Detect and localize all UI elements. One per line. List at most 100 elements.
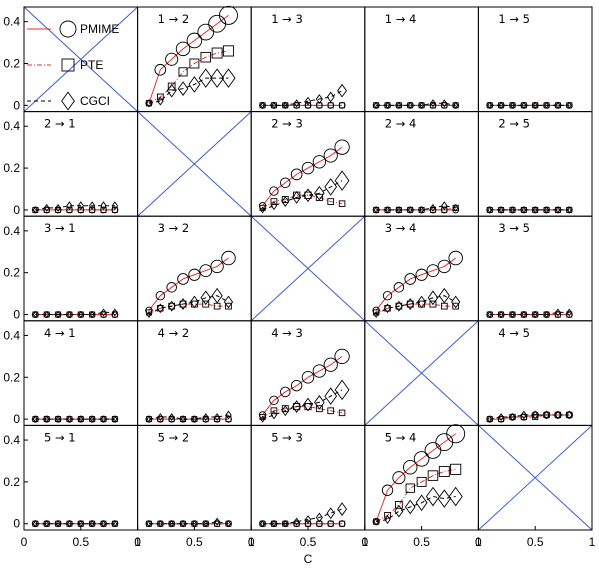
- point-pmime: [168, 415, 176, 423]
- point-cgci: [89, 520, 95, 528]
- point-cgci: [384, 515, 391, 524]
- point-pte: [327, 407, 335, 415]
- point-pmime: [323, 357, 338, 372]
- y-tick-label: 0: [13, 308, 20, 322]
- series-line-cgci: [262, 90, 343, 106]
- point-cgci: [509, 206, 515, 214]
- point-cgci: [112, 520, 118, 528]
- subplot-title: 3 → 4: [385, 221, 417, 235]
- point-pmime: [403, 460, 418, 475]
- subplot-frame: [23, 215, 139, 322]
- series-line-cgci: [376, 496, 456, 523]
- point-cgci: [101, 520, 107, 528]
- point-pmime: [290, 168, 303, 181]
- point-cgci: [425, 486, 441, 507]
- point-cgci: [32, 415, 38, 423]
- point-cgci: [419, 206, 425, 214]
- legend-label-pmime: PMIME: [80, 22, 119, 36]
- y-tick-label: 0.4: [3, 433, 20, 447]
- point-pmime: [175, 41, 191, 57]
- point-cgci: [337, 83, 348, 98]
- subplot-3-5: 3 → 5: [477, 215, 593, 322]
- point-cgci: [203, 520, 209, 528]
- point-pmime: [199, 264, 213, 277]
- point-pmime: [424, 442, 442, 459]
- point-pte: [450, 463, 462, 475]
- point-cgci: [555, 308, 561, 317]
- point-cgci: [373, 517, 380, 526]
- diagonal-cross-line: [250, 215, 366, 322]
- point-cgci: [487, 311, 493, 318]
- subplot-5-3: 5 → 3 0 0.5 1: [248, 424, 368, 549]
- series-line-cgci: [489, 414, 570, 420]
- point-cgci: [166, 83, 177, 98]
- point-cgci: [260, 415, 266, 423]
- point-cgci: [214, 413, 220, 421]
- point-pte: [416, 476, 427, 487]
- subplot-title: 5 → 2: [158, 430, 190, 444]
- point-pte: [156, 93, 164, 101]
- point-cgci: [78, 311, 84, 318]
- x-tick-label: 1: [475, 535, 482, 549]
- subplot-2-5: 2 → 5: [477, 111, 593, 217]
- point-cgci: [498, 206, 504, 214]
- point-cgci: [453, 101, 459, 109]
- point-cgci: [324, 178, 338, 196]
- point-cgci: [498, 101, 504, 109]
- point-cgci: [100, 201, 107, 211]
- point-cgci: [566, 410, 573, 420]
- point-pte: [167, 82, 176, 91]
- point-pte: [225, 416, 232, 423]
- subplot-4-1: 4 → 1 0 0.2 0.4: [3, 320, 139, 426]
- point-cgci: [521, 206, 527, 214]
- point-pmime: [426, 264, 440, 277]
- subplot-title: 1 → 2: [158, 12, 190, 26]
- point-pte: [77, 206, 84, 213]
- point-cgci: [419, 101, 425, 109]
- point-pte: [427, 470, 439, 481]
- point-cgci: [271, 520, 277, 528]
- point-cgci: [111, 201, 119, 211]
- point-cgci: [211, 287, 223, 304]
- point-cgci: [396, 101, 402, 109]
- point-cgci: [55, 203, 61, 212]
- point-cgci: [202, 413, 209, 421]
- y-tick-label: 0.4: [3, 119, 20, 133]
- point-cgci: [498, 311, 504, 318]
- point-pmime: [155, 290, 166, 301]
- point-cgci: [293, 99, 300, 108]
- point-cgci: [520, 410, 528, 420]
- y-tick-label: 0: [13, 412, 20, 426]
- point-cgci: [221, 68, 236, 88]
- point-cgci: [396, 206, 402, 214]
- x-tick-label: 0.5: [527, 535, 544, 549]
- point-cgci: [260, 101, 266, 109]
- point-pte: [259, 413, 266, 421]
- subplot-5-4: 5 → 4 0 0.5 1: [361, 424, 482, 549]
- point-pte: [225, 302, 232, 310]
- point-pte: [405, 483, 415, 493]
- point-cgci: [452, 203, 459, 212]
- y-tick-label: 0: [13, 98, 20, 112]
- legend-label-cgci: CGCI: [80, 94, 110, 108]
- point-cgci: [304, 96, 312, 106]
- series-line-pte: [148, 50, 229, 104]
- series-line-pte: [262, 194, 343, 209]
- point-cgci: [55, 415, 61, 423]
- subplot-frame: [250, 424, 366, 531]
- subplot-3-1: 3 → 1 0 0.2 0.4: [3, 215, 139, 322]
- y-tick-label: 0: [13, 517, 20, 531]
- point-cgci: [260, 520, 266, 528]
- series-line-pmime: [262, 355, 343, 416]
- y-tick-label: 0.4: [3, 15, 20, 29]
- point-cgci: [544, 101, 550, 109]
- point-cgci: [89, 311, 95, 318]
- point-cgci: [314, 395, 325, 410]
- legend-label-pte: PTE: [80, 58, 103, 72]
- subplot-title: 2 → 1: [44, 117, 76, 131]
- subplot-frame: [364, 6, 479, 113]
- point-cgci: [88, 201, 96, 211]
- subplot-frame: [250, 6, 366, 113]
- subplot-title: 1 → 5: [498, 12, 530, 26]
- point-cgci: [407, 101, 413, 109]
